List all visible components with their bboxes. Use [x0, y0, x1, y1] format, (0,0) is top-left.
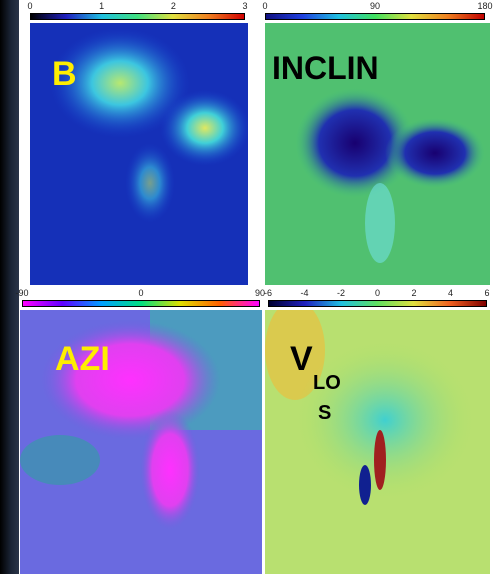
colorbar: [265, 13, 485, 20]
colorbar-tick-label: -6: [264, 288, 272, 298]
colorbar-tick-label: 6: [484, 288, 489, 298]
colorbar-tick-label: -4: [300, 288, 308, 298]
colorbar-tick-label: 2: [411, 288, 416, 298]
colorbar-tick-label: 0: [262, 1, 267, 11]
panel-label: INCLIN: [272, 50, 379, 87]
page: (() => { const data = JSON.parse(documen…: [0, 0, 493, 574]
panel-label: V: [290, 340, 313, 379]
colorbar: [22, 300, 260, 307]
colorbar-tick-label: 2: [171, 1, 176, 11]
panel-label: B: [52, 55, 77, 94]
colorbar-tick-label: 0: [138, 288, 143, 298]
panel-label-subscript: S: [318, 402, 331, 425]
colorbar-tick-label: 3: [242, 1, 247, 11]
colorbar: [268, 300, 487, 307]
colorbar-tick-label: 180: [477, 1, 492, 11]
side-strip: [0, 0, 19, 574]
colorbar-tick-label: 0: [27, 1, 32, 11]
colorbar-tick-label: 90: [370, 1, 380, 11]
colorbar-tick-label: 0: [375, 288, 380, 298]
panel-label: AZI: [55, 340, 110, 379]
panel-label-subscript: LO: [313, 372, 341, 395]
colorbar-tick-label: 4: [448, 288, 453, 298]
colorbar-tick-label: 1: [99, 1, 104, 11]
colorbar-tick-label: -2: [337, 288, 345, 298]
colorbar: [30, 13, 245, 20]
colorbar-tick-label: -90: [15, 288, 28, 298]
